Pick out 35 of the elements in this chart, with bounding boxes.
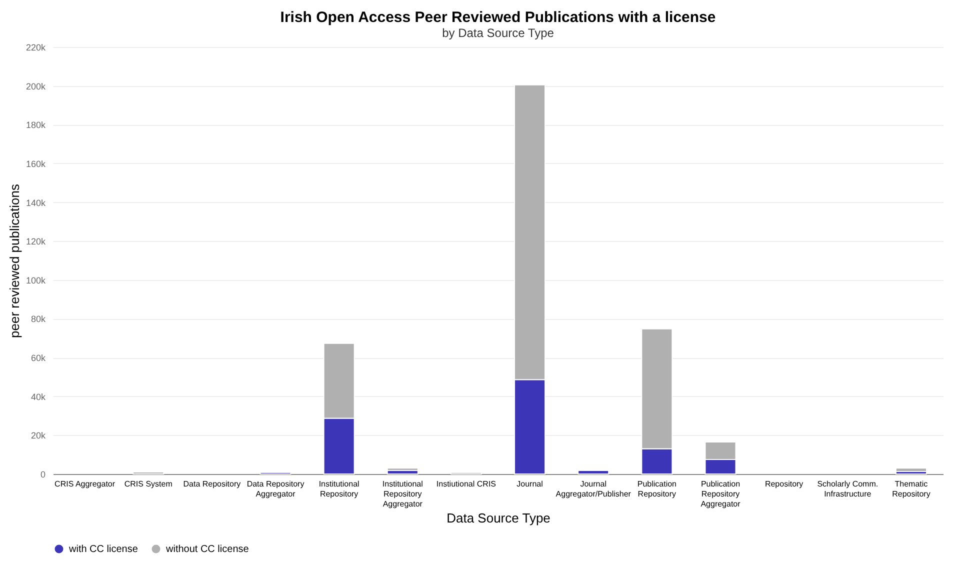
y-tick-label: 80k bbox=[30, 314, 46, 324]
chart-title: Irish Open Access Peer Reviewed Publications with a license bbox=[280, 9, 716, 26]
x-tick-label: Scholarly Comm. Infrastructure bbox=[817, 480, 878, 498]
x-tick-label: Publication Repository Aggregator bbox=[700, 480, 741, 508]
x-tick-label: CRIS Aggregator bbox=[54, 480, 116, 488]
x-tick-label: Instiutional CRIS bbox=[436, 480, 496, 488]
y-tick-label: 120k bbox=[26, 236, 46, 247]
x-tick-label: Data Repository bbox=[183, 480, 241, 488]
bar bbox=[386, 468, 418, 472]
x-tick-label: Repository bbox=[764, 480, 804, 488]
x-tick-label: CRIS System bbox=[124, 480, 173, 488]
x-tick-label: Publication Repository bbox=[637, 480, 676, 498]
x-tick-label: Thematic Repository bbox=[892, 480, 930, 498]
x-axis-title: Data Source Type bbox=[446, 510, 550, 526]
y-tick-label: 140k bbox=[26, 198, 46, 208]
y-tick-label: 60k bbox=[30, 353, 46, 364]
y-tick-label: 180k bbox=[26, 120, 46, 130]
chart-subtitle: by Data Source Type bbox=[442, 26, 554, 40]
y-tick-label: 220k bbox=[26, 42, 46, 52]
x-tick-label: Data Repository Aggregator bbox=[246, 480, 304, 498]
y-tick-label: 160k bbox=[26, 158, 46, 169]
x-tick-label: Institutional Repository bbox=[318, 480, 360, 498]
bar bbox=[895, 468, 927, 472]
bar bbox=[578, 470, 610, 474]
y-tick-label: 200k bbox=[26, 81, 46, 92]
y-tick-label: 100k bbox=[26, 275, 46, 286]
x-tick-label: Institutional Repository Aggregator bbox=[382, 480, 424, 508]
y-tick-label: 40k bbox=[30, 392, 46, 402]
x-tick-label: Journal bbox=[516, 480, 544, 488]
y-axis-title: peer reviewed publications bbox=[6, 184, 22, 338]
legend-label: with CC license bbox=[68, 544, 138, 555]
legend-label: without CC license bbox=[165, 544, 250, 555]
y-tick-label: 20k bbox=[30, 430, 46, 441]
y-tick-label: 0 bbox=[40, 470, 46, 480]
x-tick-label: Journal Aggregator/Publisher bbox=[556, 480, 632, 498]
